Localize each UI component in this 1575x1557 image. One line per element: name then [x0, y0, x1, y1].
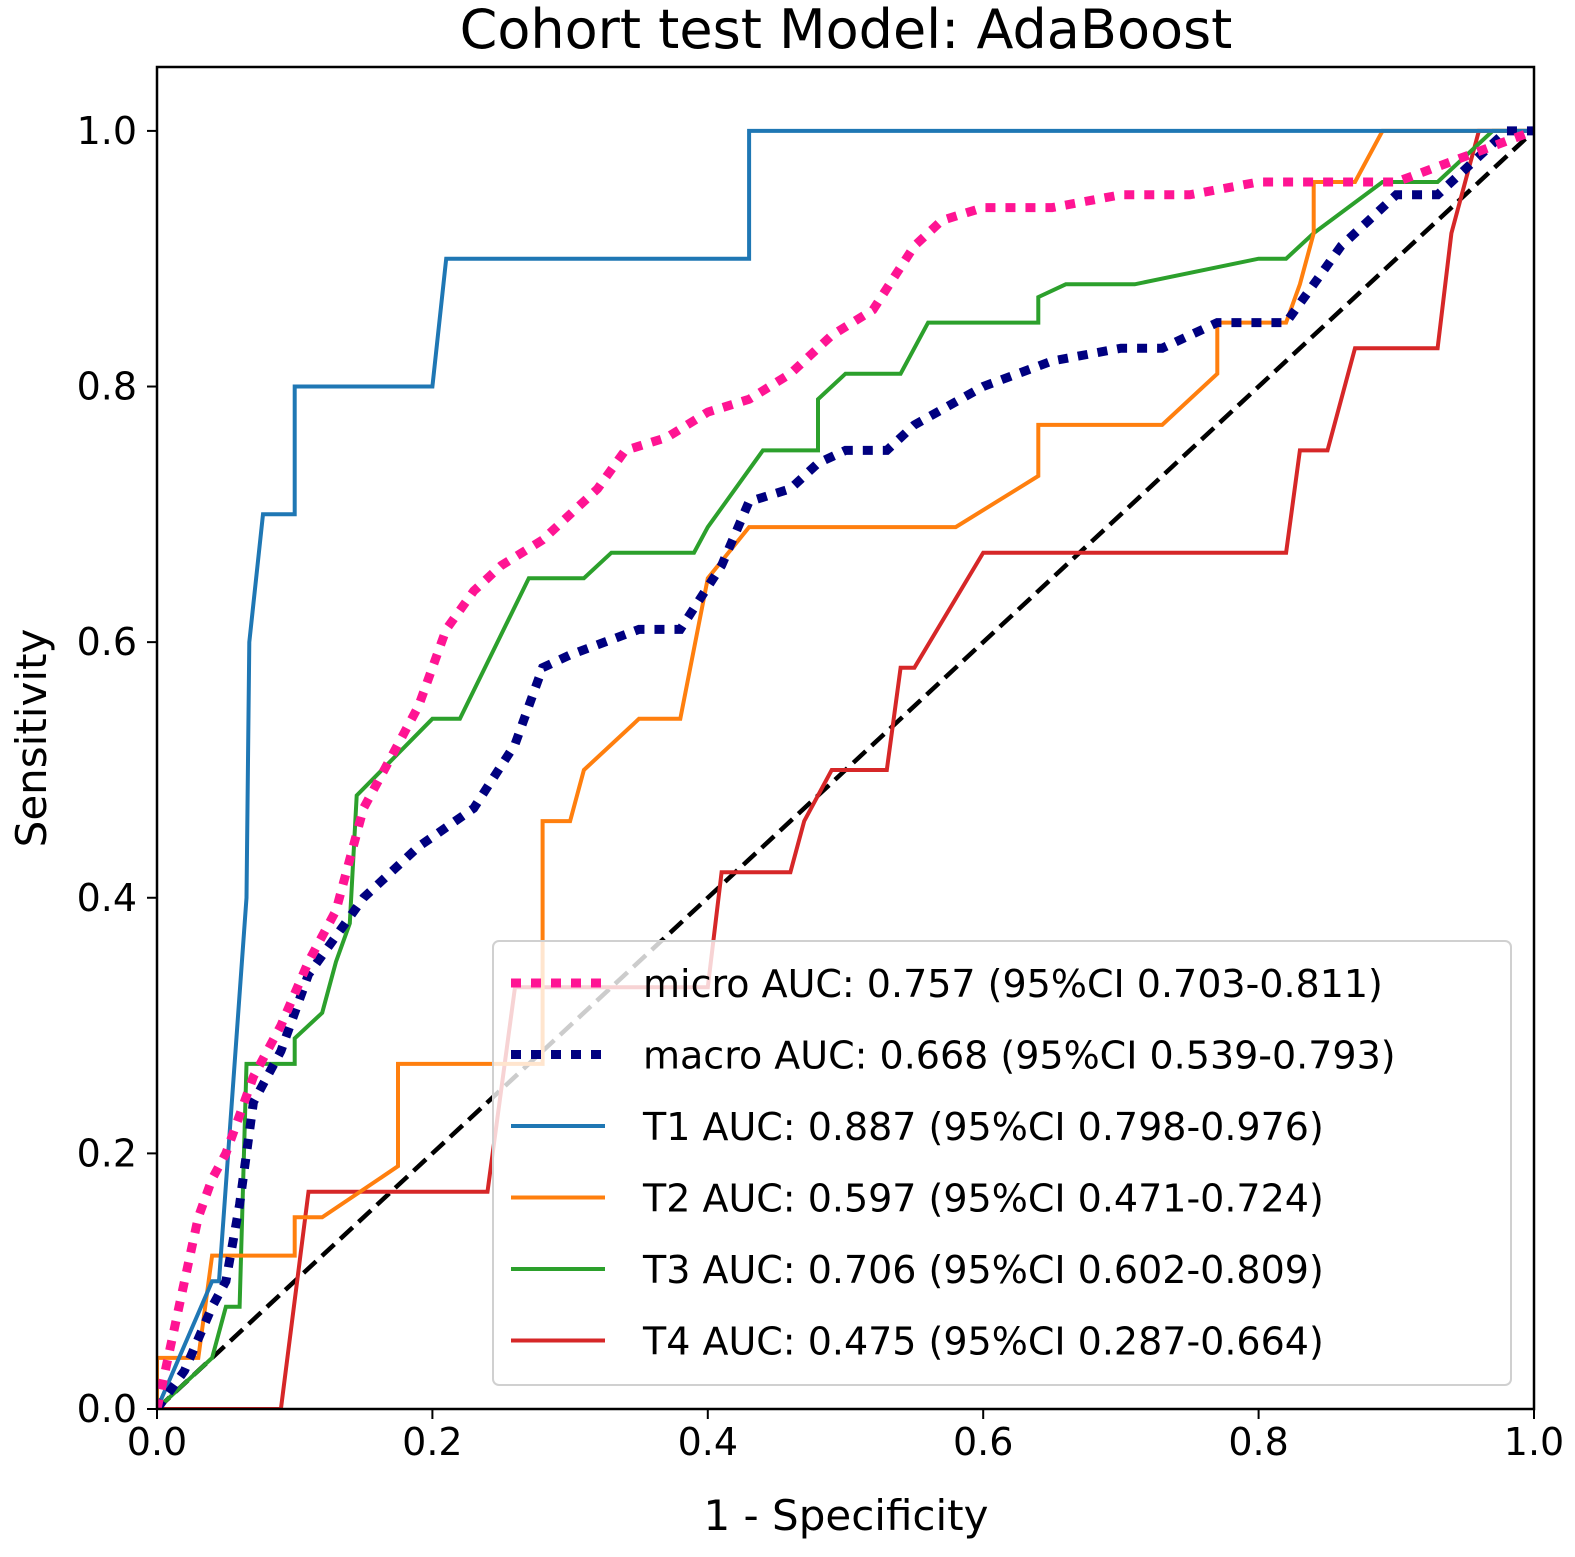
x-tick-label: 0.4	[678, 1420, 738, 1464]
plot-frame	[155, 65, 1536, 1411]
legend-box	[492, 940, 1512, 1386]
series-line-macro	[157, 126, 1534, 1409]
y-tick-label: 0.0	[77, 1387, 137, 1431]
series-line-t2	[157, 128, 1534, 1409]
x-tick-label: 0.2	[402, 1420, 462, 1464]
x-tick-label: 1.0	[1504, 1420, 1564, 1464]
x-tick-label: 0.8	[1228, 1420, 1288, 1464]
legend: micro AUC: 0.757 (95%CI 0.703-0.811) macr…	[492, 940, 1512, 1386]
y-tick-label: 0.2	[77, 1131, 137, 1175]
axis-ticks: 0.0 0.2 0.4 0.6 0.8 1.0 0.0 0.2 0.4 0.6 0.8 1.0	[77, 109, 1565, 1464]
y-tick-label: 0.8	[77, 365, 137, 409]
y-tick-label: 0.4	[77, 876, 137, 920]
legend-label: T4 AUC: 0.475 (95%CI 0.287-0.664)	[642, 1320, 1324, 1364]
x-tick-label: 0.6	[953, 1420, 1013, 1464]
x-tick-label: 0.0	[127, 1420, 187, 1464]
y-axis-label: Sensitivity	[7, 629, 56, 848]
chart-title: Cohort test Model: AdaBoost	[460, 0, 1233, 61]
series-line-t1	[157, 128, 1534, 1409]
series-line-t3	[157, 128, 1534, 1409]
legend-label: T3 AUC: 0.706 (95%CI 0.602-0.809)	[642, 1248, 1324, 1292]
legend-label: macro AUC: 0.668 (95%CI 0.539-0.793)	[643, 1034, 1396, 1078]
y-tick-label: 1.0	[77, 109, 137, 153]
legend-label: T1 AUC: 0.887 (95%CI 0.798-0.976)	[642, 1105, 1324, 1149]
x-axis-label: 1 - Specificity	[703, 1491, 988, 1540]
series-line-micro	[157, 126, 1534, 1409]
legend-label: T2 AUC: 0.597 (95%CI 0.471-0.724)	[642, 1177, 1324, 1221]
y-tick-label: 0.6	[77, 620, 137, 664]
legend-label: micro AUC: 0.757 (95%CI 0.703-0.811)	[643, 962, 1383, 1006]
